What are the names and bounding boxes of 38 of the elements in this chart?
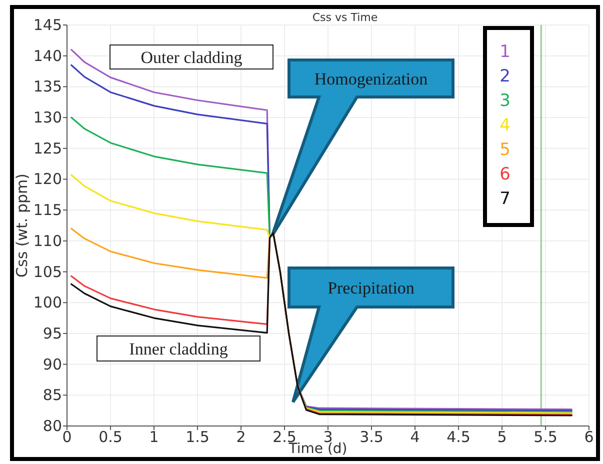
x-tick-label: 2 xyxy=(236,428,246,446)
annotation: Precipitation xyxy=(328,278,415,298)
y-tick-label: 85 xyxy=(42,386,62,404)
y-tick-label: 145 xyxy=(33,16,62,34)
x-tick-label: 5 xyxy=(497,428,507,446)
text: 4 xyxy=(500,116,510,136)
y-tick-label: 105 xyxy=(33,262,62,281)
text: 1 xyxy=(500,42,510,62)
y-tick-label: 120 xyxy=(33,170,62,188)
text: 2 xyxy=(500,66,510,86)
y-tick-label: 130 xyxy=(33,108,62,127)
y-tick-label: 115 xyxy=(33,201,62,220)
x-tick-label: 1 xyxy=(149,428,159,446)
x-tick-label: 6 xyxy=(584,428,594,446)
y-axis-title: Css (wt. ppm) xyxy=(13,174,31,278)
annotation: Homogenization xyxy=(314,70,428,88)
chart-title: Css vs Time xyxy=(312,11,378,24)
x-tick-label: 5.5 xyxy=(534,428,558,446)
x-tick-label: 3.5 xyxy=(360,428,384,446)
annotation: Outer cladding xyxy=(140,48,243,67)
text: 3 xyxy=(500,91,510,111)
y-tick-label: 110 xyxy=(33,232,62,250)
x-tick-label: 4 xyxy=(410,428,420,446)
x-tick-label: 4.5 xyxy=(446,428,470,446)
text: 6 xyxy=(500,164,510,184)
y-tick-label: 125 xyxy=(33,139,62,158)
y-tick-label: 95 xyxy=(42,324,62,342)
annotation: Inner cladding xyxy=(129,340,228,358)
y-tick-label: 80 xyxy=(42,417,62,435)
text: 5 xyxy=(500,140,510,160)
y-tick-label: 90 xyxy=(42,355,62,374)
y-tick-label: 100 xyxy=(33,294,62,312)
x-tick-label: 0 xyxy=(62,428,72,446)
text: 7 xyxy=(500,189,510,209)
y-tick-label: 140 xyxy=(33,46,62,65)
x-tick-label: 0.5 xyxy=(98,428,122,446)
x-tick-label: 1.5 xyxy=(186,428,210,446)
y-tick-label: 135 xyxy=(33,78,62,96)
